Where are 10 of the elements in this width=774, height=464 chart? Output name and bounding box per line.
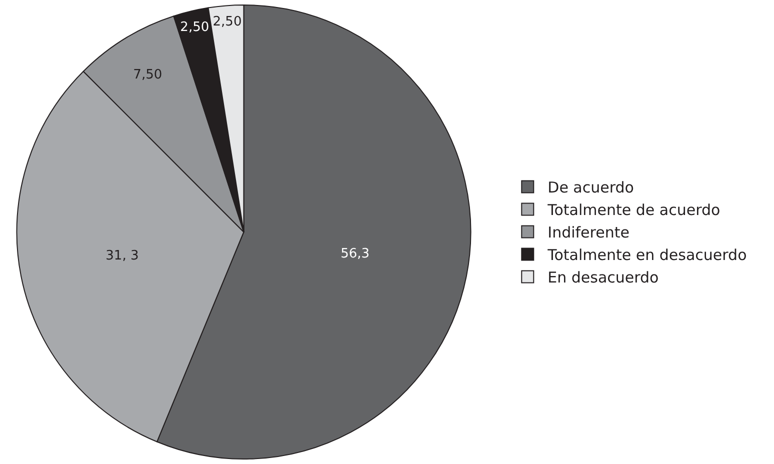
legend-label: De acuerdo (548, 178, 634, 197)
data-label: 2,50 (212, 14, 242, 30)
data-label: 56,3 (340, 246, 370, 262)
legend-label: Totalmente de acuerdo (546, 201, 720, 220)
legend-label: Indiferente (548, 224, 630, 242)
data-label: 2,50 (180, 20, 210, 35)
data-label: 7,50 (133, 68, 162, 82)
legend-label: Totalmente en desacuerdo (546, 246, 747, 264)
data-label: 31, 3 (106, 248, 139, 264)
legend-label: En desacuerdo (548, 268, 659, 287)
